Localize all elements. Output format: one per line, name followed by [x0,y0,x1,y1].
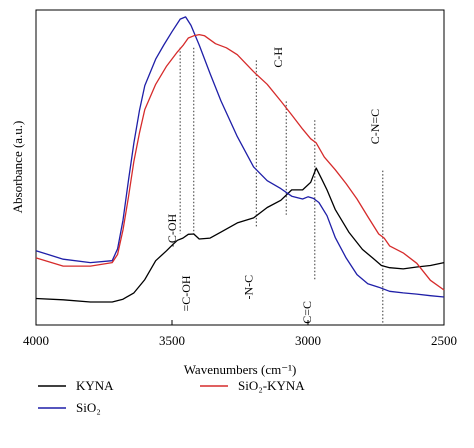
legend-label: SiO₂-KYNA [238,378,305,393]
annotation-label: =C-OH [179,275,193,311]
series-line-1 [35,16,445,298]
annotation-label: -N-C [241,275,255,300]
annotation-label: C-H [271,47,285,68]
x-tick-label: 3000 [295,333,321,348]
annotation-label: -C-OH [165,214,179,248]
x-tick-label: 2500 [431,333,457,348]
x-tick-label: 3500 [159,333,185,348]
legend-label: SiO₂ [76,400,101,415]
x-tick-label: 4000 [23,333,49,348]
x-axis-ticks: 4000 3500 3000 2500 [23,320,457,348]
plot-frame [35,9,445,326]
series-lines [35,16,445,303]
annotations: -C-OH =C-OH -N-C C-H C=C C-N=C [165,47,384,325]
annotation-label: C-N=C [368,109,382,144]
legend-label: KYNA [76,378,114,393]
series-line-0 [35,167,445,303]
y-axis-title: Absorbance (a.u.) [10,121,25,214]
annotation-label: C=C [300,301,314,324]
legend: KYNA SiO₂ SiO₂-KYNA [38,378,305,415]
x-axis-title: Wavenumbers (cm⁻¹) [184,362,297,377]
series-line-2 [35,33,445,291]
